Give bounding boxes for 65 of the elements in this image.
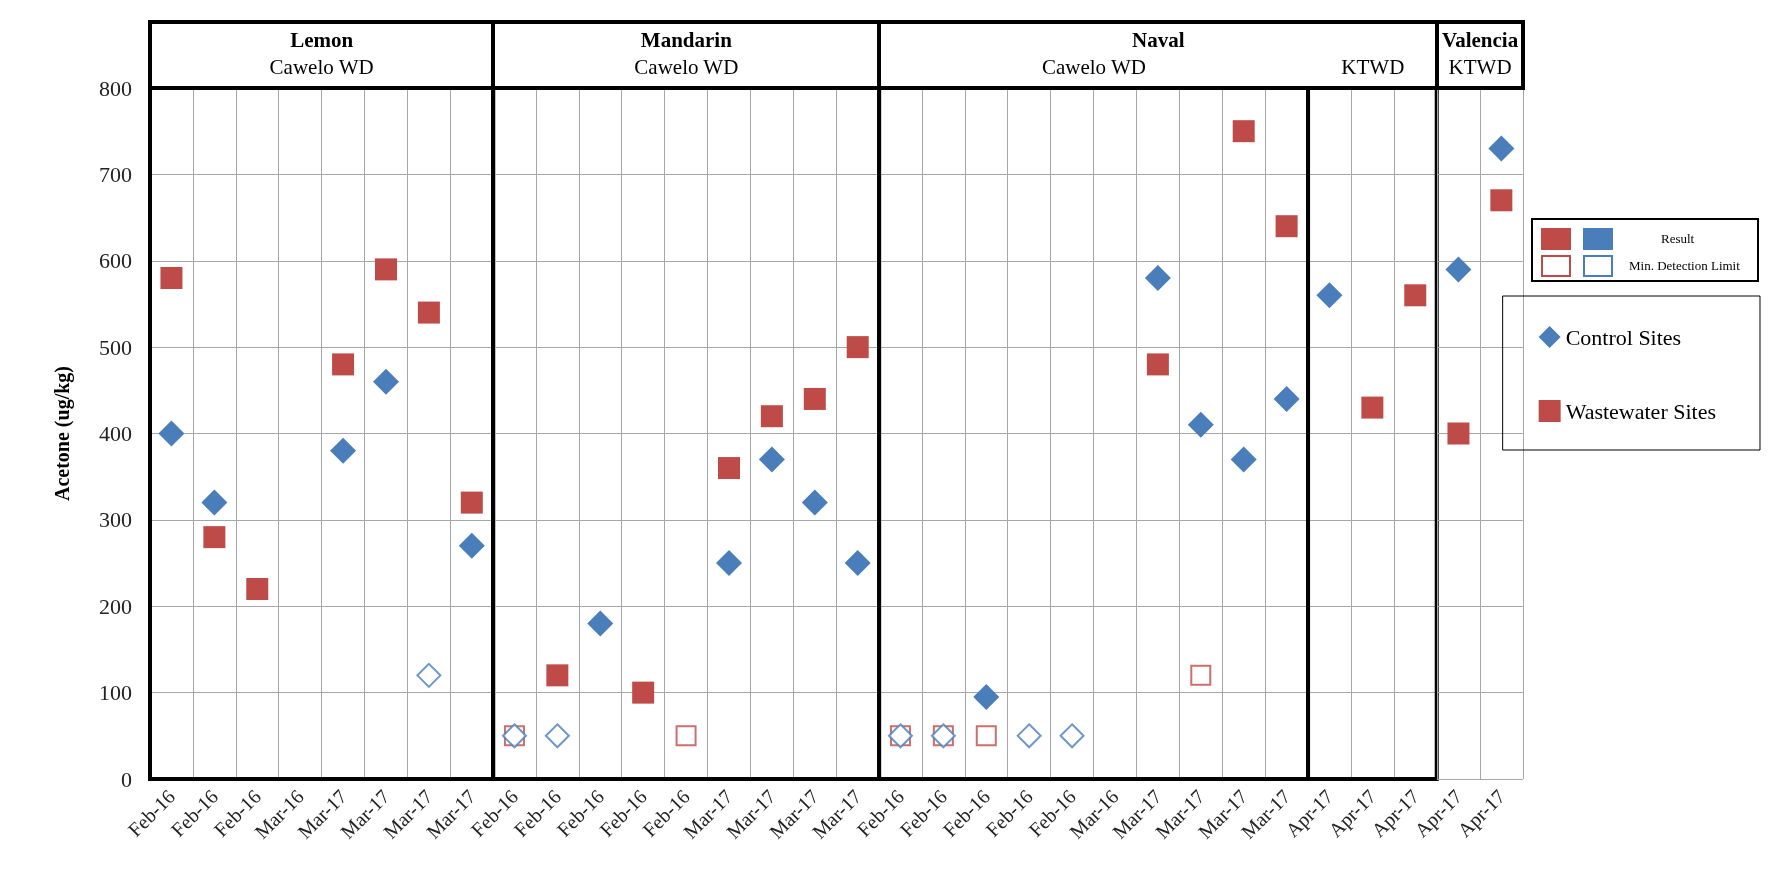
point — [1231, 446, 1258, 473]
chart-subtitle: KTWD — [1340, 54, 1406, 80]
y-tick-label: 500 — [99, 334, 132, 360]
chart-title: Valencia — [1440, 28, 1520, 52]
point — [1447, 422, 1470, 445]
chart-subtitle: Cawelo WD — [633, 54, 740, 80]
legend-label: Control Sites — [1565, 324, 1682, 350]
point — [416, 662, 442, 688]
point — [759, 446, 786, 473]
point — [973, 683, 1000, 710]
point — [1190, 664, 1212, 686]
point — [1274, 385, 1301, 412]
y-tick-label: 200 — [99, 593, 132, 619]
chart-subtitle: KTWD — [1447, 54, 1513, 80]
point — [246, 577, 269, 600]
point — [374, 258, 397, 281]
y-tick-label: 300 — [99, 507, 132, 533]
chart-title: Mandarin — [639, 28, 733, 52]
chart-subtitle: Cawelo WD — [1040, 54, 1147, 80]
point — [587, 610, 614, 637]
point — [203, 526, 226, 549]
y-axis-title: Acetone (ug/kg) — [51, 366, 74, 501]
point — [1145, 265, 1172, 292]
point — [458, 532, 485, 559]
point — [804, 387, 827, 410]
point — [1147, 353, 1170, 376]
point — [201, 489, 228, 516]
point — [332, 353, 355, 376]
point — [160, 267, 183, 290]
point — [675, 725, 697, 747]
y-tick-label: 800 — [99, 75, 132, 101]
point — [1488, 135, 1515, 162]
y-tick-label: 400 — [99, 421, 132, 446]
point — [802, 489, 829, 516]
y-tick-label: 0 — [121, 766, 132, 792]
point — [844, 550, 871, 577]
y-tick-label: 100 — [99, 680, 132, 706]
point — [158, 420, 185, 447]
point — [1017, 723, 1043, 749]
point — [1188, 411, 1215, 438]
point — [761, 405, 784, 428]
text: Min. Detection Limit — [1629, 257, 1740, 274]
point — [372, 368, 399, 395]
y-tick-label: 600 — [99, 248, 132, 274]
point — [632, 681, 655, 704]
point — [545, 723, 571, 749]
point — [846, 336, 869, 359]
legend-label: Wastewater Sites — [1565, 398, 1717, 424]
point — [1445, 256, 1472, 283]
point — [546, 664, 569, 687]
point — [417, 301, 440, 324]
chart-title: Naval — [1131, 28, 1186, 52]
point — [1276, 215, 1299, 238]
point — [1059, 723, 1085, 749]
point — [1490, 189, 1513, 212]
point — [718, 457, 741, 480]
point — [716, 550, 743, 577]
y-tick-label: 700 — [99, 161, 132, 187]
text: Result — [1661, 230, 1695, 247]
chart-title: Lemon — [289, 28, 355, 52]
point — [1233, 120, 1256, 143]
point — [976, 725, 998, 747]
point — [460, 491, 483, 514]
chart-subtitle: Cawelo WD — [268, 54, 375, 80]
point — [330, 437, 357, 464]
